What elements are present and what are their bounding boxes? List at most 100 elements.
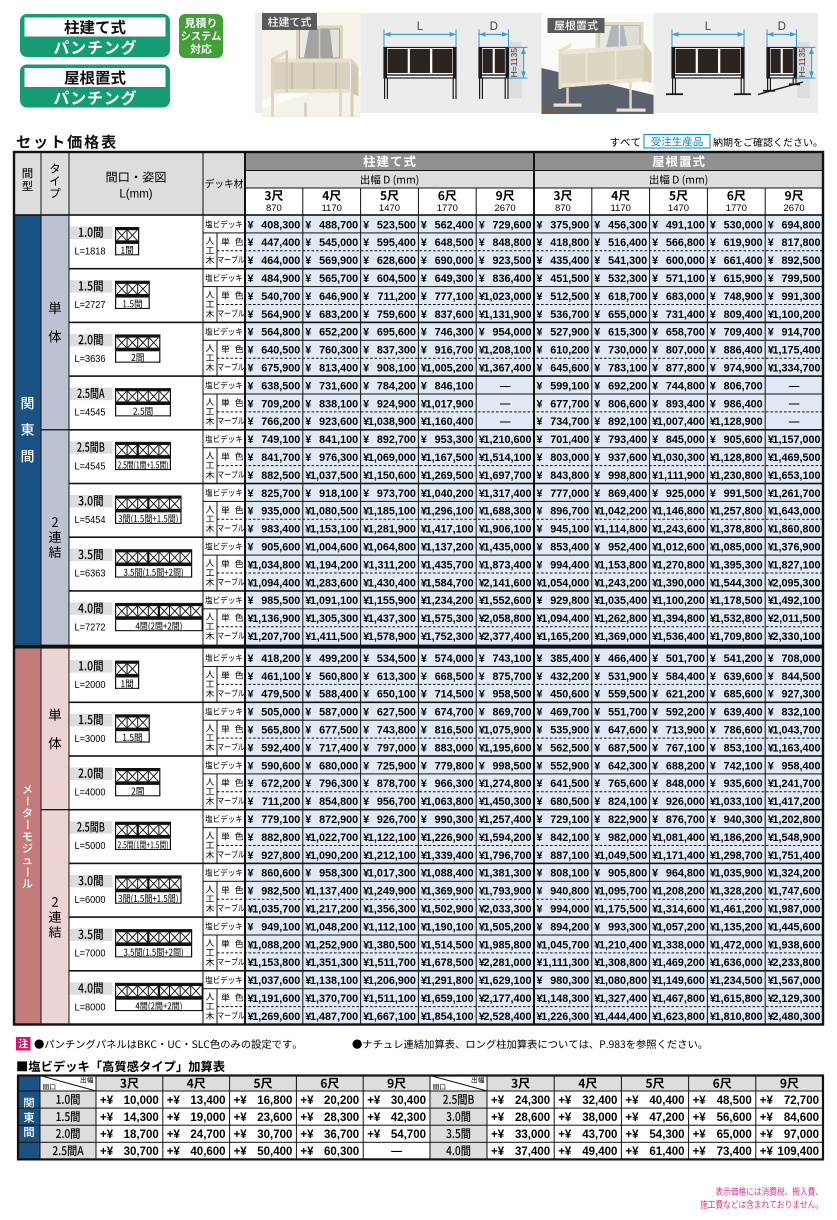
svg-text:¥1,435,700: ¥1,435,700: [421, 559, 474, 571]
svg-text:¥892,100: ¥892,100: [594, 416, 647, 428]
svg-text:¥1,111,300: ¥1,111,300: [537, 957, 590, 969]
svg-text:¥1,653,100: ¥1,653,100: [768, 470, 821, 482]
svg-text:¥1,043,700: ¥1,043,700: [768, 725, 821, 737]
svg-text:+¥61,400: +¥ 61,400: [625, 1146, 684, 1158]
svg-text:¥1,226,900: ¥1,226,900: [421, 832, 474, 844]
svg-text:¥1,328,200: ¥1,328,200: [710, 886, 763, 898]
svg-text:¥1,629,100: ¥1,629,100: [479, 975, 532, 987]
svg-text:¥456,300: ¥456,300: [594, 219, 647, 231]
svg-text:¥613,300: ¥613,300: [363, 671, 416, 683]
svg-text:¥1,752,300: ¥1,752,300: [421, 631, 474, 643]
svg-text:¥1,138,100: ¥1,138,100: [305, 975, 358, 987]
svg-text:+¥37,400: +¥ 37,400: [491, 1146, 550, 1158]
svg-text:+¥42,300: +¥ 42,300: [367, 1112, 426, 1124]
svg-text:¥713,900: ¥713,900: [652, 725, 705, 737]
svg-text:¥1,709,800: ¥1,709,800: [710, 631, 763, 643]
svg-text:¥1,057,200: ¥1,057,200: [652, 921, 705, 933]
svg-text:¥825,700: ¥825,700: [248, 488, 301, 500]
svg-text:+¥60,300: +¥ 60,300: [300, 1146, 359, 1158]
svg-text:¥1,314,600: ¥1,314,600: [652, 904, 705, 916]
svg-text:¥621,200: ¥621,200: [652, 689, 705, 701]
svg-text:¥639,600: ¥639,600: [710, 671, 763, 683]
svg-text:¥615,300: ¥615,300: [594, 327, 647, 339]
svg-text:+¥72,700: +¥ 72,700: [760, 1095, 819, 1107]
svg-text:+¥36,700: +¥ 36,700: [300, 1129, 359, 1141]
svg-text:¥701,400: ¥701,400: [537, 434, 590, 446]
svg-text:¥711,200: ¥711,200: [248, 796, 301, 808]
svg-text:¥2,377,400: ¥2,377,400: [479, 631, 532, 643]
svg-text:¥450,600: ¥450,600: [537, 689, 590, 701]
svg-text:¥1,040,200: ¥1,040,200: [421, 488, 474, 500]
svg-text:¥566,800: ¥566,800: [652, 237, 705, 249]
svg-text:¥817,800: ¥817,800: [768, 237, 821, 249]
svg-text:¥837,600: ¥837,600: [421, 309, 474, 321]
svg-text:¥892,500: ¥892,500: [768, 255, 821, 267]
svg-text:¥1,243,200: ¥1,243,200: [594, 577, 647, 589]
svg-text:1770: 1770: [437, 203, 458, 214]
svg-text:¥592,400: ¥592,400: [248, 742, 301, 754]
svg-text:¥797,000: ¥797,000: [363, 742, 416, 754]
svg-text:L=7000: L=7000: [75, 948, 107, 960]
svg-text:¥1,444,400: ¥1,444,400: [594, 1011, 647, 1023]
svg-text:¥1,623,800: ¥1,623,800: [652, 1011, 705, 1023]
svg-text:¥1,234,500: ¥1,234,500: [710, 975, 763, 987]
svg-text:+¥30,400: +¥ 30,400: [367, 1095, 426, 1107]
svg-text:¥1,469,500: ¥1,469,500: [768, 452, 821, 464]
svg-text:¥813,400: ¥813,400: [305, 363, 358, 375]
svg-text:¥690,000: ¥690,000: [421, 255, 474, 267]
svg-text:¥569,900: ¥569,900: [305, 255, 358, 267]
svg-text:¥1,081,400: ¥1,081,400: [652, 832, 705, 844]
svg-text:¥983,400: ¥983,400: [248, 524, 301, 536]
svg-text:L=4545: L=4545: [75, 461, 107, 473]
svg-text:¥1,034,800: ¥1,034,800: [248, 559, 301, 571]
svg-text:+¥40,400: +¥ 40,400: [625, 1095, 684, 1107]
svg-text:¥896,700: ¥896,700: [537, 506, 590, 518]
svg-text:¥488,700: ¥488,700: [305, 219, 358, 231]
svg-text:¥923,600: ¥923,600: [305, 416, 358, 428]
svg-text:¥1,667,100: ¥1,667,100: [363, 1011, 416, 1023]
svg-text:¥986,400: ¥986,400: [710, 398, 763, 410]
svg-text:¥1,430,400: ¥1,430,400: [363, 577, 416, 589]
svg-text:¥973,700: ¥973,700: [363, 488, 416, 500]
svg-text:¥618,700: ¥618,700: [594, 291, 647, 303]
svg-text:¥1,080,800: ¥1,080,800: [594, 975, 647, 987]
svg-text:¥949,100: ¥949,100: [248, 921, 301, 933]
svg-text:¥998,500: ¥998,500: [479, 760, 532, 772]
svg-text:¥1,137,400: ¥1,137,400: [305, 886, 358, 898]
svg-text:¥1,257,800: ¥1,257,800: [710, 506, 763, 518]
svg-text:¥565,700: ¥565,700: [305, 273, 358, 285]
svg-text:¥545,000: ¥545,000: [305, 237, 358, 249]
svg-text:+¥18,700: +¥ 18,700: [100, 1129, 159, 1141]
svg-text:¥1,167,500: ¥1,167,500: [421, 452, 474, 464]
svg-text:¥1,467,800: ¥1,467,800: [652, 993, 705, 1005]
svg-text:¥1,505,200: ¥1,505,200: [479, 921, 532, 933]
svg-text:¥1,114,800: ¥1,114,800: [594, 524, 647, 536]
svg-text:¥878,700: ¥878,700: [363, 778, 416, 790]
svg-text:¥877,800: ¥877,800: [652, 363, 705, 375]
svg-text:¥991,500: ¥991,500: [710, 488, 763, 500]
svg-text:¥1,035,900: ¥1,035,900: [710, 868, 763, 880]
svg-text:¥894,200: ¥894,200: [537, 921, 590, 933]
svg-text:—: —: [789, 416, 800, 428]
svg-text:¥994,400: ¥994,400: [537, 559, 590, 571]
svg-text:1470: 1470: [379, 203, 400, 214]
svg-text:¥1,906,100: ¥1,906,100: [479, 524, 532, 536]
svg-text:¥692,200: ¥692,200: [594, 380, 647, 392]
svg-text:¥998,800: ¥998,800: [594, 470, 647, 482]
svg-text:L: L: [705, 21, 712, 33]
svg-text:¥940,300: ¥940,300: [710, 814, 763, 826]
svg-text:¥777,000: ¥777,000: [537, 488, 590, 500]
svg-text:H=1135: H=1135: [509, 48, 519, 78]
svg-text:¥562,400: ¥562,400: [421, 219, 474, 231]
svg-text:¥1,269,600: ¥1,269,600: [248, 1011, 301, 1023]
svg-text:¥1,137,200: ¥1,137,200: [421, 542, 474, 554]
svg-text:¥809,400: ¥809,400: [710, 309, 763, 321]
svg-text:¥534,500: ¥534,500: [363, 653, 416, 665]
svg-text:+¥30,700: +¥ 30,700: [100, 1146, 159, 1158]
svg-text:¥729,600: ¥729,600: [479, 219, 532, 231]
svg-text:¥484,900: ¥484,900: [248, 273, 301, 285]
svg-text:¥672,200: ¥672,200: [248, 778, 301, 790]
svg-text:L=2000: L=2000: [75, 680, 107, 692]
svg-text:¥541,300: ¥541,300: [594, 255, 647, 267]
svg-text:¥523,500: ¥523,500: [363, 219, 416, 231]
